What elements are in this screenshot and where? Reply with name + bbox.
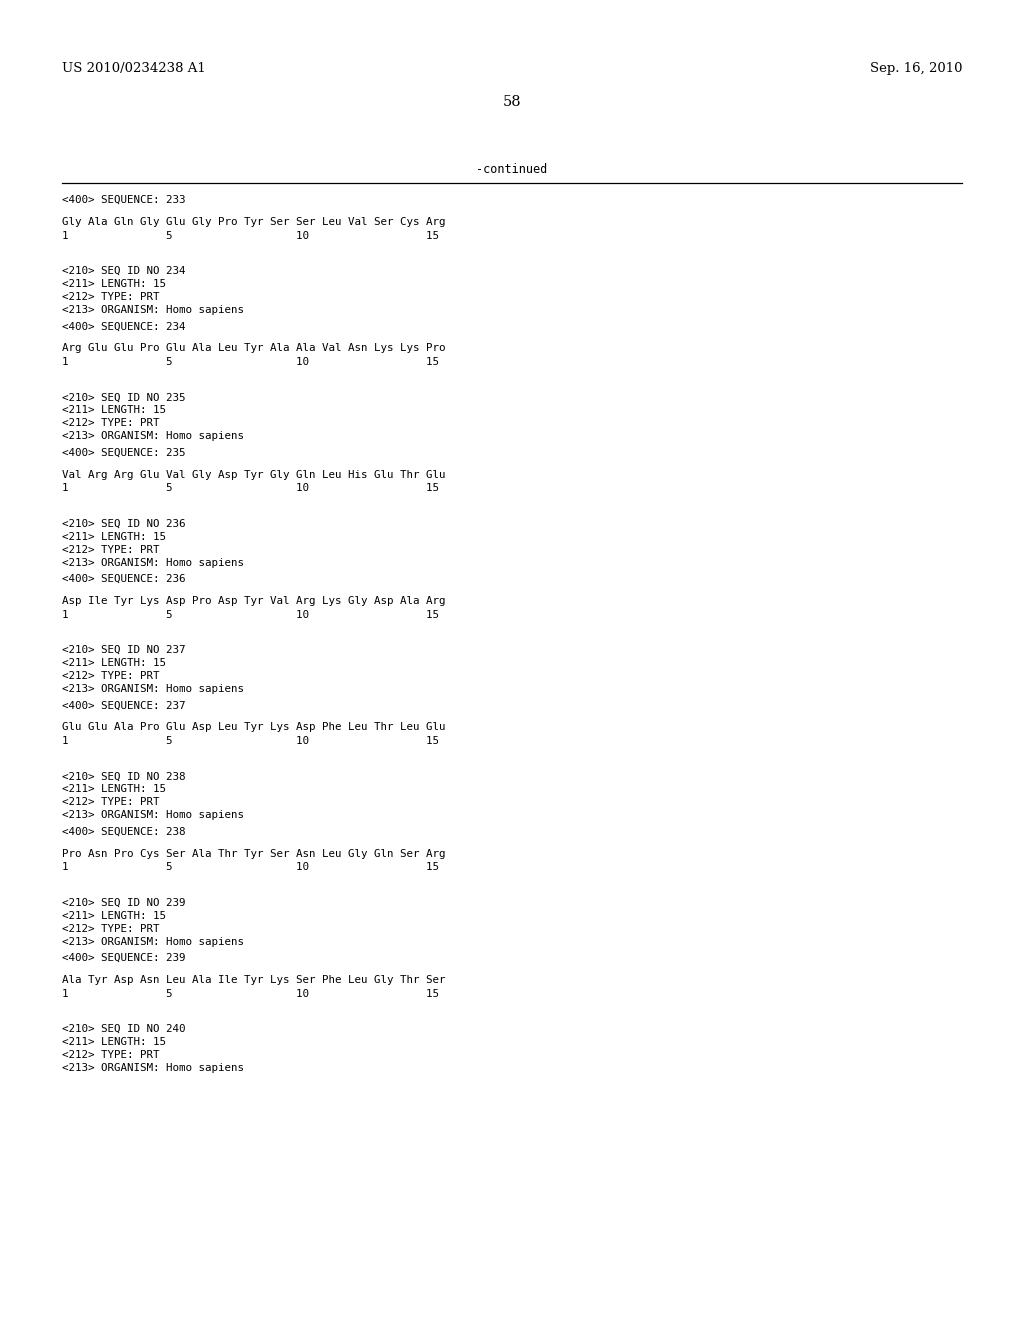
Text: <211> LENGTH: 15: <211> LENGTH: 15 <box>62 911 166 921</box>
Text: 1               5                   10                  15: 1 5 10 15 <box>62 737 439 746</box>
Text: Sep. 16, 2010: Sep. 16, 2010 <box>869 62 962 75</box>
Text: Arg Glu Glu Pro Glu Ala Leu Tyr Ala Ala Val Asn Lys Lys Pro: Arg Glu Glu Pro Glu Ala Leu Tyr Ala Ala … <box>62 343 445 354</box>
Text: <212> TYPE: PRT: <212> TYPE: PRT <box>62 797 160 808</box>
Text: <210> SEQ ID NO 239: <210> SEQ ID NO 239 <box>62 898 185 908</box>
Text: <400> SEQUENCE: 237: <400> SEQUENCE: 237 <box>62 701 185 710</box>
Text: <400> SEQUENCE: 233: <400> SEQUENCE: 233 <box>62 195 185 205</box>
Text: Gly Ala Gln Gly Glu Gly Pro Tyr Ser Ser Leu Val Ser Cys Arg: Gly Ala Gln Gly Glu Gly Pro Tyr Ser Ser … <box>62 216 445 227</box>
Text: <212> TYPE: PRT: <212> TYPE: PRT <box>62 671 160 681</box>
Text: <400> SEQUENCE: 238: <400> SEQUENCE: 238 <box>62 826 185 837</box>
Text: <210> SEQ ID NO 235: <210> SEQ ID NO 235 <box>62 392 185 403</box>
Text: <211> LENGTH: 15: <211> LENGTH: 15 <box>62 532 166 541</box>
Text: <210> SEQ ID NO 237: <210> SEQ ID NO 237 <box>62 645 185 655</box>
Text: <400> SEQUENCE: 236: <400> SEQUENCE: 236 <box>62 574 185 583</box>
Text: Ala Tyr Asp Asn Leu Ala Ile Tyr Lys Ser Phe Leu Gly Thr Ser: Ala Tyr Asp Asn Leu Ala Ile Tyr Lys Ser … <box>62 975 445 985</box>
Text: <213> ORGANISM: Homo sapiens: <213> ORGANISM: Homo sapiens <box>62 937 244 946</box>
Text: <211> LENGTH: 15: <211> LENGTH: 15 <box>62 279 166 289</box>
Text: 1               5                   10                  15: 1 5 10 15 <box>62 862 439 873</box>
Text: <211> LENGTH: 15: <211> LENGTH: 15 <box>62 405 166 416</box>
Text: 1               5                   10                  15: 1 5 10 15 <box>62 989 439 999</box>
Text: <212> TYPE: PRT: <212> TYPE: PRT <box>62 418 160 428</box>
Text: <211> LENGTH: 15: <211> LENGTH: 15 <box>62 784 166 795</box>
Text: <211> LENGTH: 15: <211> LENGTH: 15 <box>62 1038 166 1047</box>
Text: 1               5                   10                  15: 1 5 10 15 <box>62 358 439 367</box>
Text: Val Arg Arg Glu Val Gly Asp Tyr Gly Gln Leu His Glu Thr Glu: Val Arg Arg Glu Val Gly Asp Tyr Gly Gln … <box>62 470 445 479</box>
Text: Glu Glu Ala Pro Glu Asp Leu Tyr Lys Asp Phe Leu Thr Leu Glu: Glu Glu Ala Pro Glu Asp Leu Tyr Lys Asp … <box>62 722 445 733</box>
Text: <213> ORGANISM: Homo sapiens: <213> ORGANISM: Homo sapiens <box>62 557 244 568</box>
Text: <210> SEQ ID NO 240: <210> SEQ ID NO 240 <box>62 1024 185 1034</box>
Text: 58: 58 <box>503 95 521 110</box>
Text: <212> TYPE: PRT: <212> TYPE: PRT <box>62 292 160 302</box>
Text: <213> ORGANISM: Homo sapiens: <213> ORGANISM: Homo sapiens <box>62 810 244 820</box>
Text: <213> ORGANISM: Homo sapiens: <213> ORGANISM: Homo sapiens <box>62 432 244 441</box>
Text: US 2010/0234238 A1: US 2010/0234238 A1 <box>62 62 206 75</box>
Text: Pro Asn Pro Cys Ser Ala Thr Tyr Ser Asn Leu Gly Gln Ser Arg: Pro Asn Pro Cys Ser Ala Thr Tyr Ser Asn … <box>62 849 445 859</box>
Text: <213> ORGANISM: Homo sapiens: <213> ORGANISM: Homo sapiens <box>62 684 244 694</box>
Text: 1               5                   10                  15: 1 5 10 15 <box>62 231 439 240</box>
Text: 1               5                   10                  15: 1 5 10 15 <box>62 483 439 494</box>
Text: <400> SEQUENCE: 234: <400> SEQUENCE: 234 <box>62 321 185 331</box>
Text: <210> SEQ ID NO 234: <210> SEQ ID NO 234 <box>62 265 185 276</box>
Text: <213> ORGANISM: Homo sapiens: <213> ORGANISM: Homo sapiens <box>62 1063 244 1073</box>
Text: <212> TYPE: PRT: <212> TYPE: PRT <box>62 1049 160 1060</box>
Text: <210> SEQ ID NO 238: <210> SEQ ID NO 238 <box>62 771 185 781</box>
Text: <212> TYPE: PRT: <212> TYPE: PRT <box>62 545 160 554</box>
Text: <212> TYPE: PRT: <212> TYPE: PRT <box>62 924 160 933</box>
Text: 1               5                   10                  15: 1 5 10 15 <box>62 610 439 620</box>
Text: <210> SEQ ID NO 236: <210> SEQ ID NO 236 <box>62 519 185 528</box>
Text: Asp Ile Tyr Lys Asp Pro Asp Tyr Val Arg Lys Gly Asp Ala Arg: Asp Ile Tyr Lys Asp Pro Asp Tyr Val Arg … <box>62 597 445 606</box>
Text: -continued: -continued <box>476 162 548 176</box>
Text: <213> ORGANISM: Homo sapiens: <213> ORGANISM: Homo sapiens <box>62 305 244 315</box>
Text: <400> SEQUENCE: 239: <400> SEQUENCE: 239 <box>62 953 185 964</box>
Text: <400> SEQUENCE: 235: <400> SEQUENCE: 235 <box>62 447 185 458</box>
Text: <211> LENGTH: 15: <211> LENGTH: 15 <box>62 657 166 668</box>
